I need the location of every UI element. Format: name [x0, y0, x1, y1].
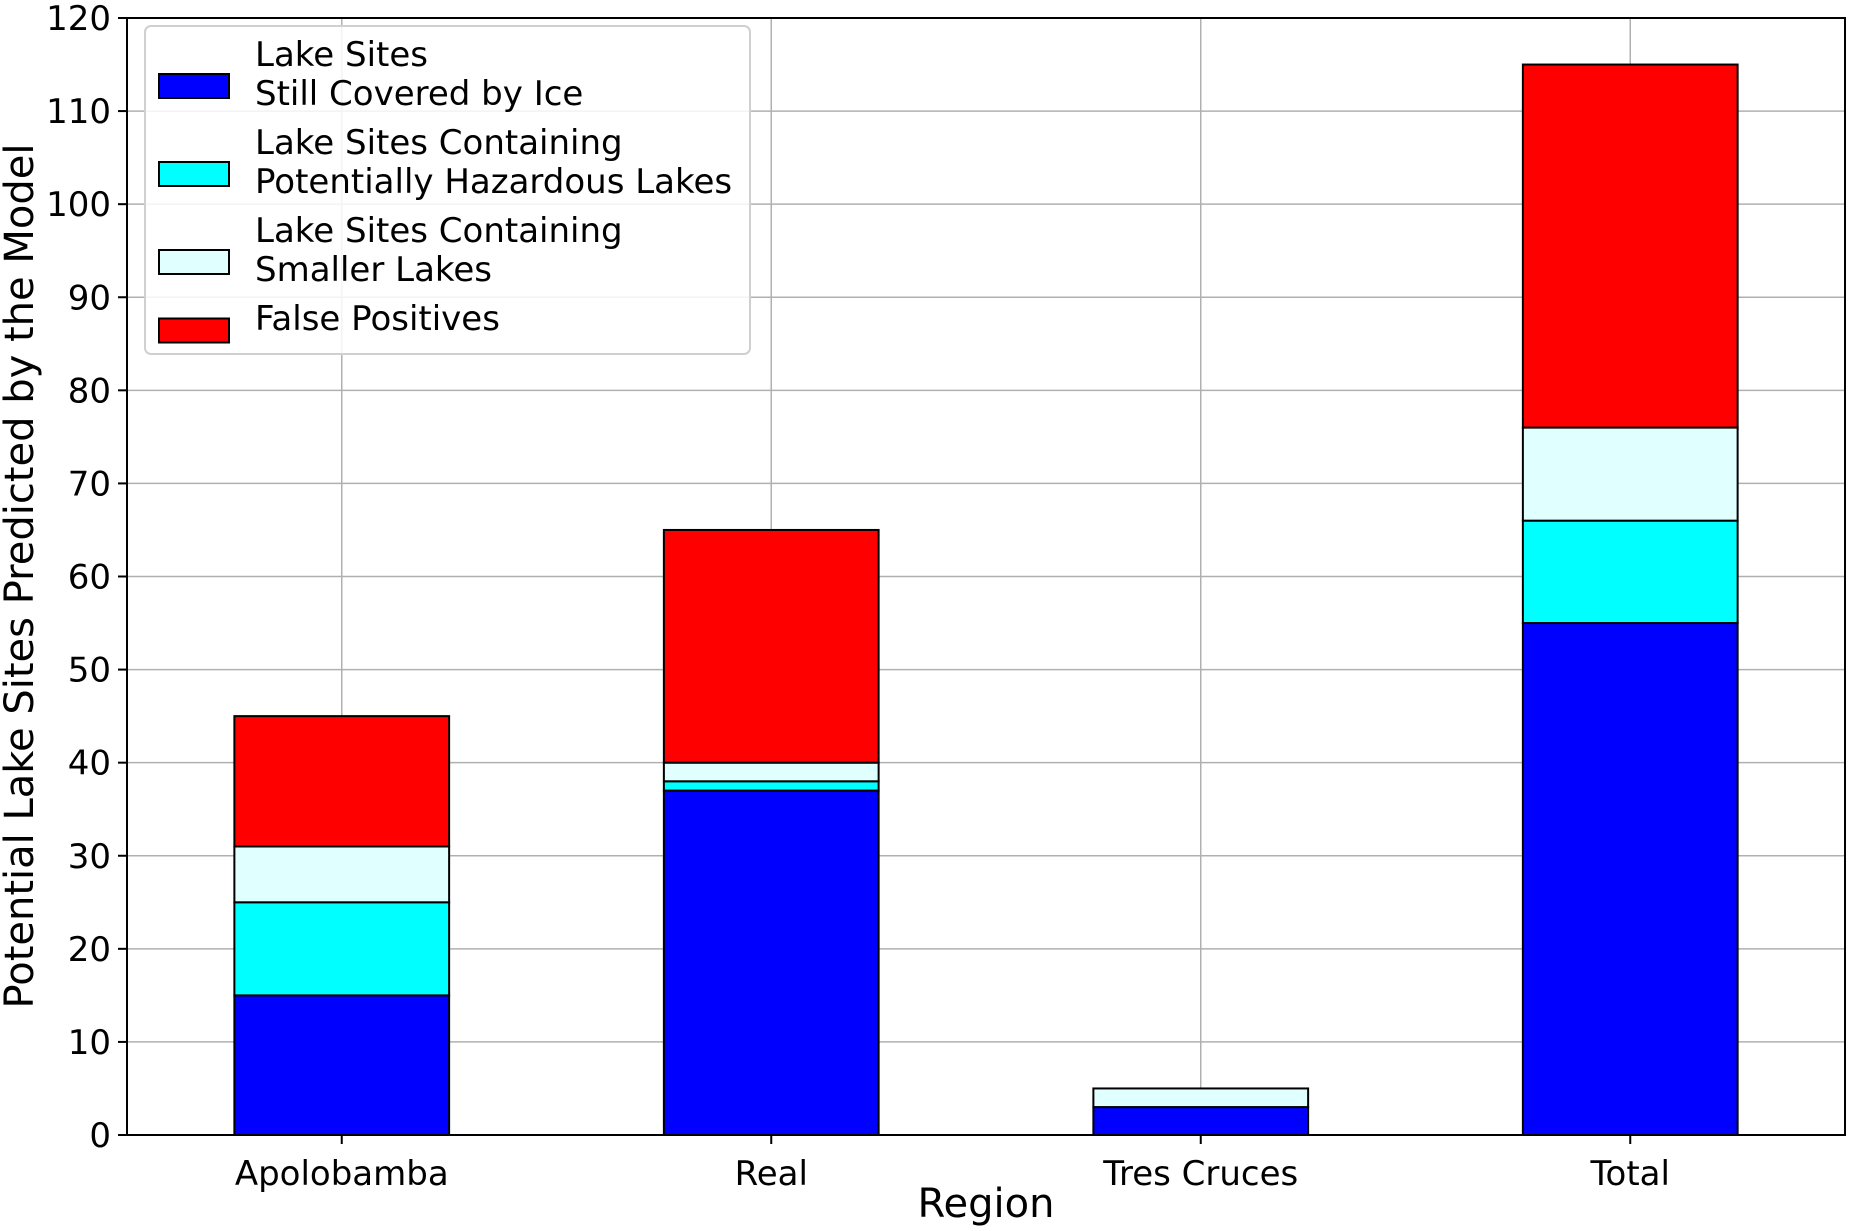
- bar-segment: [1092, 1087, 1310, 1109]
- x-axis: Apolobamba Real Tres Cruces Total: [235, 1135, 1670, 1194]
- x-tick-label: Real: [735, 1154, 808, 1194]
- legend-swatch: [158, 161, 230, 187]
- y-tick-label: 40: [68, 744, 111, 784]
- y-tick-label: 60: [68, 558, 111, 598]
- bar-segment: [1521, 63, 1739, 429]
- legend-swatch: [158, 249, 230, 275]
- y-tick-label: 20: [68, 930, 111, 970]
- y-tick-label: 30: [68, 837, 111, 877]
- bar-segment: [233, 715, 451, 848]
- y-axis: 0 10 20 30 40 50 60 70 80 90 100 110 120: [46, 0, 127, 1156]
- legend-label: Smaller Lakes: [255, 250, 492, 290]
- bar-segment: [233, 994, 451, 1136]
- legend-label: Lake Sites Containing: [255, 211, 623, 251]
- y-tick-label: 50: [68, 651, 111, 691]
- y-tick-label: 110: [46, 92, 111, 132]
- bar-segment: [1521, 426, 1739, 522]
- y-tick-label: 0: [89, 1116, 111, 1156]
- y-tick-label: 10: [68, 1023, 111, 1063]
- legend-label: Potentially Hazardous Lakes: [255, 162, 732, 202]
- legend-label: False Positives: [255, 299, 500, 339]
- legend-label: Still Covered by Ice: [255, 74, 583, 114]
- y-tick-label: 70: [68, 464, 111, 504]
- y-tick-label: 100: [46, 185, 111, 225]
- x-tick-label: Tres Cruces: [1102, 1154, 1298, 1194]
- legend-label: Lake Sites Containing: [255, 123, 623, 163]
- bar-segment: [1521, 519, 1739, 625]
- bar-segment: [662, 528, 880, 764]
- bar-segment: [233, 901, 451, 997]
- bar-segment: [662, 780, 880, 792]
- y-tick-label: 120: [46, 0, 111, 39]
- legend-swatch: [158, 317, 230, 344]
- y-tick-label: 90: [68, 278, 111, 318]
- y-axis-title: Potential Lake Sites Predicted by the Mo…: [0, 144, 43, 1009]
- legend-swatch: [158, 73, 230, 99]
- bars: [233, 63, 1739, 1137]
- legend-box: [144, 25, 751, 355]
- bar-segment: [1092, 1106, 1310, 1136]
- x-tick-label: Total: [1590, 1154, 1670, 1194]
- bar-segment: [662, 789, 880, 1136]
- x-axis-title: Region: [918, 1181, 1055, 1227]
- bar-segment: [1521, 622, 1739, 1137]
- x-tick-label: Apolobamba: [235, 1154, 449, 1194]
- legend-label: Lake Sites: [255, 35, 428, 75]
- bar-segment: [233, 845, 451, 904]
- bar-segment: [662, 761, 880, 783]
- y-tick-label: 80: [68, 371, 111, 411]
